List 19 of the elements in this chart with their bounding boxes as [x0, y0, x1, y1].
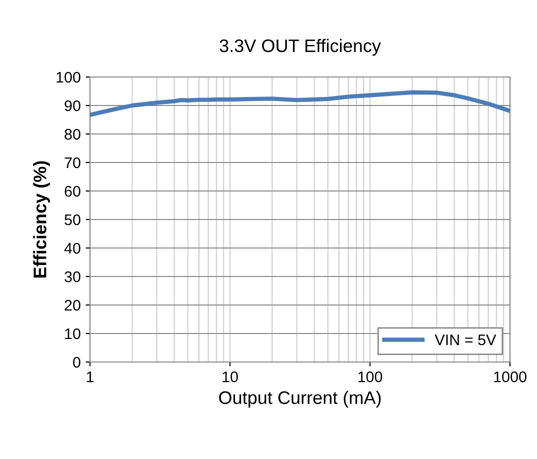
- y-tick-label: 0: [73, 356, 80, 368]
- chart-title: 3.3V OUT Efficiency: [220, 38, 381, 56]
- y-tick-label: 70: [64, 157, 80, 168]
- x-tick-label: 10: [222, 371, 238, 382]
- y-tick-label: 90: [64, 100, 80, 112]
- y-tick-label: 20: [64, 300, 80, 311]
- y-tick-label: 40: [64, 242, 80, 254]
- y-tick-label: 10: [65, 328, 80, 340]
- x-tick-label: 100: [358, 371, 382, 382]
- x-tick-label: 1: [86, 372, 94, 382]
- legend-label: VIN = 5V: [434, 334, 496, 346]
- x-axis-title: Output Current (mA): [219, 390, 381, 408]
- y-tick-label: 30: [64, 271, 80, 282]
- y-tick-label: 100: [56, 72, 80, 83]
- y-tick-label: 80: [64, 128, 80, 140]
- x-tick-label: 1000: [494, 371, 526, 382]
- y-tick-label: 50: [64, 214, 80, 226]
- y-tick-label: 60: [64, 186, 80, 197]
- y-axis-title: Efficiency (%): [33, 161, 50, 278]
